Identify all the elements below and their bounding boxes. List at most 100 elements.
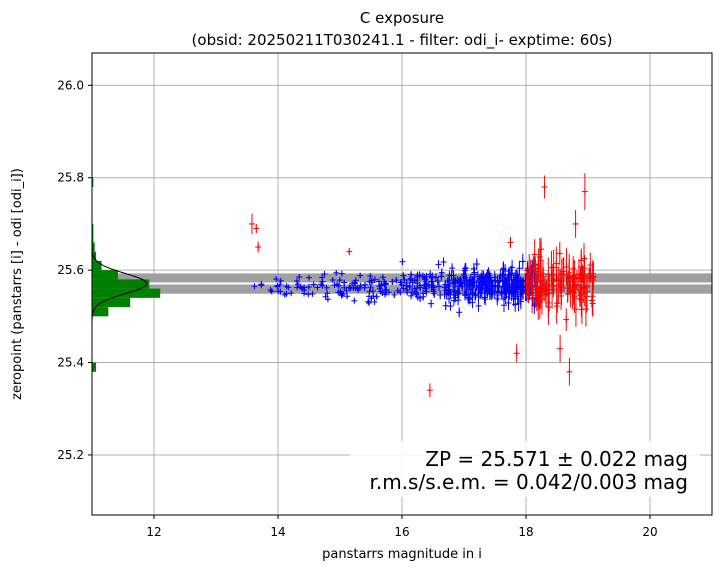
used-star [399, 258, 406, 266]
used-star [322, 293, 329, 300]
y-axis: 25.2 25.4 25.6 25.8 26.0 [57, 78, 92, 462]
y-tick-label: 25.4 [57, 356, 84, 370]
rejected-star [545, 288, 552, 326]
rejected-star-outlier [253, 223, 260, 234]
used-star [335, 282, 342, 289]
histogram-bar [92, 279, 150, 289]
used-star [423, 272, 430, 281]
histogram-bar [92, 177, 94, 187]
x-tick-label: 20 [642, 525, 657, 539]
rejected-star-outlier [581, 173, 588, 211]
used-star [305, 291, 312, 298]
used-star [357, 272, 364, 279]
y-tick-label: 25.6 [57, 263, 84, 277]
used-star [510, 291, 517, 307]
used-star [373, 293, 380, 300]
used-star [428, 299, 435, 308]
used-star [368, 277, 375, 284]
used-star [277, 288, 284, 295]
rejected-star [589, 277, 596, 316]
used-star [417, 294, 424, 302]
rejected-star [550, 277, 557, 295]
used-star [339, 290, 346, 297]
x-tick-label: 16 [394, 525, 409, 539]
rejected-star [540, 267, 547, 300]
used-star [423, 282, 430, 291]
used-star [397, 288, 404, 296]
rejected-star [553, 267, 560, 293]
rejected-star [588, 293, 595, 308]
x-tick-label: 14 [270, 525, 285, 539]
used-star [440, 257, 447, 267]
used-star [351, 297, 358, 304]
used-star [273, 276, 280, 283]
x-tick-label: 18 [518, 525, 533, 539]
rejected-star [569, 275, 576, 310]
used-star [331, 282, 338, 289]
used-star [371, 298, 378, 305]
y-axis-label: zeropoint (panstarrs [i] - odi [odi_i]) [10, 168, 25, 400]
used-star [357, 282, 364, 289]
used-star [309, 290, 316, 297]
rejected-star [536, 237, 543, 277]
chart-title: C exposure (obsid: 20250211T030241.1 - f… [192, 9, 613, 50]
used-star [371, 276, 378, 283]
used-star [515, 274, 522, 290]
used-star [435, 282, 442, 291]
histogram-bar [92, 260, 102, 271]
histogram-bar [92, 297, 131, 308]
histogram-bar [92, 242, 95, 252]
used-star [361, 284, 368, 291]
rejected-star [550, 249, 557, 286]
used-star [366, 288, 373, 295]
rejected-star [578, 294, 585, 325]
used-star [321, 271, 328, 278]
used-star [456, 307, 463, 318]
used-star [329, 277, 336, 284]
used-star [438, 271, 445, 281]
rejected-star [530, 256, 537, 268]
used-star [472, 288, 479, 300]
rejected-star [524, 270, 531, 295]
used-star [428, 282, 435, 292]
rejected-star [566, 272, 573, 291]
used-star [497, 269, 504, 283]
used-star [429, 272, 436, 281]
used-star [251, 283, 258, 290]
used-star [466, 276, 473, 288]
used-star [393, 276, 400, 284]
used-star [341, 279, 348, 286]
used-star [462, 263, 469, 274]
chart-title-line2: (obsid: 20250211T030241.1 - filter: odi_… [192, 31, 613, 50]
used-star [267, 286, 274, 293]
histogram-bar [92, 223, 94, 234]
used-star [516, 260, 523, 276]
histogram-bar [92, 270, 118, 280]
y-tick-label: 26.0 [57, 78, 84, 92]
rejected-star [581, 257, 588, 294]
used-star [367, 273, 374, 280]
used-star [389, 278, 396, 285]
rejected-star [553, 288, 560, 324]
used-star [351, 279, 358, 286]
used-star [416, 271, 423, 279]
used-star [475, 291, 482, 303]
rejected-star-outlier [426, 383, 433, 398]
used-star [481, 282, 488, 295]
used-star [408, 292, 415, 300]
used-star [509, 260, 516, 275]
used-star [409, 288, 416, 296]
used-star [511, 272, 518, 288]
used-star [505, 295, 512, 310]
x-tick-label: 12 [146, 525, 161, 539]
used-star [470, 277, 477, 289]
used-star [505, 282, 512, 298]
rejected-star [583, 279, 590, 313]
used-star [471, 266, 478, 279]
rejected-star [580, 268, 587, 289]
used-star [394, 287, 401, 295]
used-star [318, 281, 325, 288]
annotation-line2: r.m.s/s.e.m. = 0.042/0.003 mag [369, 470, 688, 494]
used-star [438, 268, 445, 278]
